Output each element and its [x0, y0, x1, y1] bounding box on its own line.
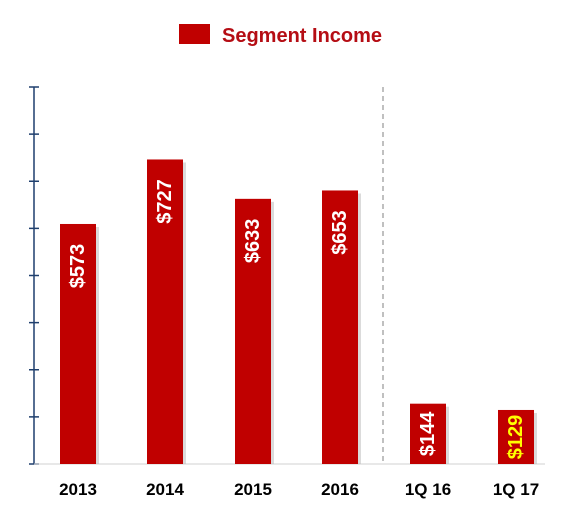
bar [60, 223, 96, 464]
category-label: 2015 [234, 480, 272, 499]
bar-value-label: $573 [67, 244, 89, 289]
bar [322, 190, 358, 464]
category-label: 1Q 16 [405, 480, 451, 499]
bar-value-label: $653 [329, 210, 351, 255]
bars: $573 $727 $633 $653 $144 $129 [60, 159, 537, 465]
legend-swatch [179, 24, 210, 44]
bar-value-label: $144 [417, 411, 439, 456]
bar [147, 159, 183, 464]
category-label: 1Q 17 [493, 480, 539, 499]
category-label: 2013 [59, 480, 97, 499]
bar [410, 403, 446, 464]
legend: Segment Income [179, 24, 382, 47]
category-label: 2014 [146, 480, 184, 499]
legend-label: Segment Income [222, 25, 382, 47]
y-axis [29, 86, 545, 465]
category-labels: 2013 2014 2015 2016 1Q 16 1Q 17 [59, 480, 539, 499]
bar [235, 198, 271, 465]
bar [498, 409, 534, 464]
bar-value-label: $727 [154, 179, 176, 224]
bar-value-label: $129 [505, 415, 527, 460]
bar-value-label: $633 [242, 219, 264, 263]
category-label: 2016 [321, 480, 359, 499]
